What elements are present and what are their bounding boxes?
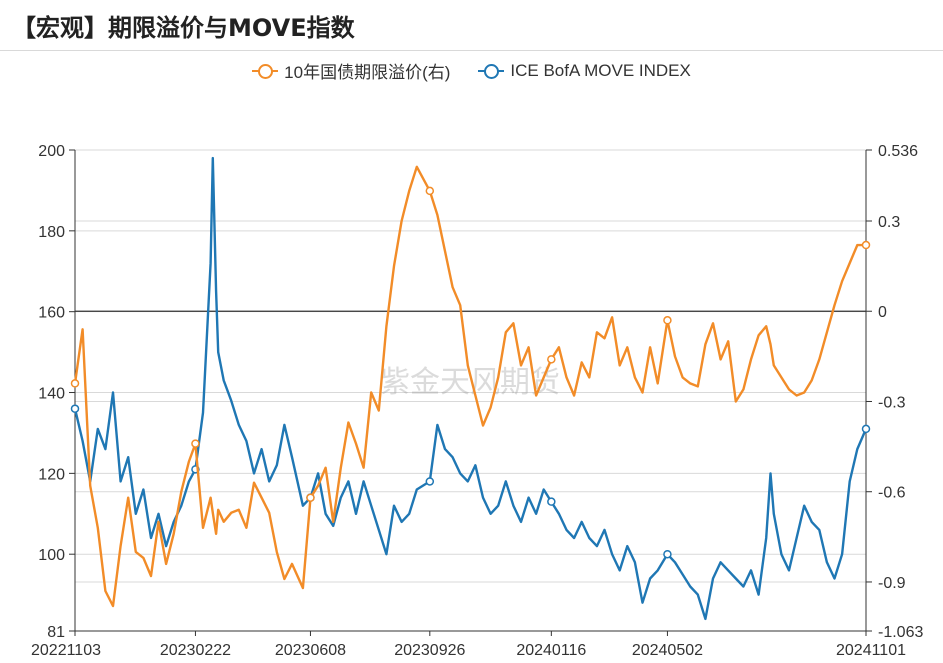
term-premium-point (425, 186, 435, 196)
term-premium-point (306, 493, 315, 502)
right-tick-label: 0.536 (878, 143, 918, 160)
move-index-point (547, 497, 556, 506)
right-tick-label: 0 (878, 304, 887, 321)
term-premium-point (70, 379, 80, 388)
x-tick-label: 20230608 (275, 642, 346, 659)
left-tick-label: 200 (38, 143, 65, 160)
x-tick-label: 20241101 (836, 642, 906, 659)
term-premium-point (547, 355, 556, 364)
chart-legend: 10年国债期限溢价(右) ICE BofA MOVE INDEX (0, 58, 943, 83)
legend-item-move-index[interactable]: ICE BofA MOVE INDEX (478, 58, 691, 83)
left-tick-label: 81 (47, 624, 65, 641)
move-index-point (861, 424, 871, 434)
x-tick-label: 20240116 (516, 642, 586, 659)
legend-marker-blue (478, 63, 505, 79)
series-term-premium (70, 165, 871, 608)
term-premium-line (73, 165, 866, 608)
x-tick-label: 20221103 (31, 642, 101, 659)
move-index-point (663, 549, 672, 559)
grid-lines (75, 149, 866, 632)
x-tick-labels: 20221103 20230222 20230608 20230926 20240116… (31, 631, 906, 659)
left-tick-label: 180 (38, 224, 65, 241)
legend-label-term-premium: 10年国债期限溢价(右) (284, 63, 451, 82)
left-tick-label: 100 (38, 547, 65, 564)
right-tick-label: -0.3 (878, 394, 906, 411)
move-index-point (425, 477, 435, 486)
move-index-line (73, 156, 868, 621)
legend-marker-orange (252, 63, 279, 79)
right-tick-label: -0.9 (878, 575, 906, 592)
x-tick-label: 20240502 (632, 642, 703, 659)
move-index-point (70, 404, 80, 413)
left-tick-label: 140 (38, 386, 65, 403)
title-divider (0, 50, 943, 51)
term-premium-point (191, 439, 200, 448)
page-title: 【宏观】期限溢价与MOVE指数 (12, 14, 355, 42)
term-premium-point (663, 316, 672, 325)
right-tick-label: -0.6 (878, 485, 906, 502)
left-tick-label: 120 (38, 466, 65, 483)
right-tick-label: 0.3 (878, 214, 900, 231)
right-tick-label: -1.063 (878, 624, 923, 641)
left-tick-label: 160 (38, 305, 65, 322)
legend-item-term-premium[interactable]: 10年国债期限溢价(右) (252, 58, 450, 83)
term-premium-point (861, 240, 871, 250)
x-tick-label: 20230926 (394, 642, 465, 659)
legend-label-move-index: ICE BofA MOVE INDEX (510, 60, 691, 80)
x-tick-label: 20230222 (160, 642, 231, 659)
